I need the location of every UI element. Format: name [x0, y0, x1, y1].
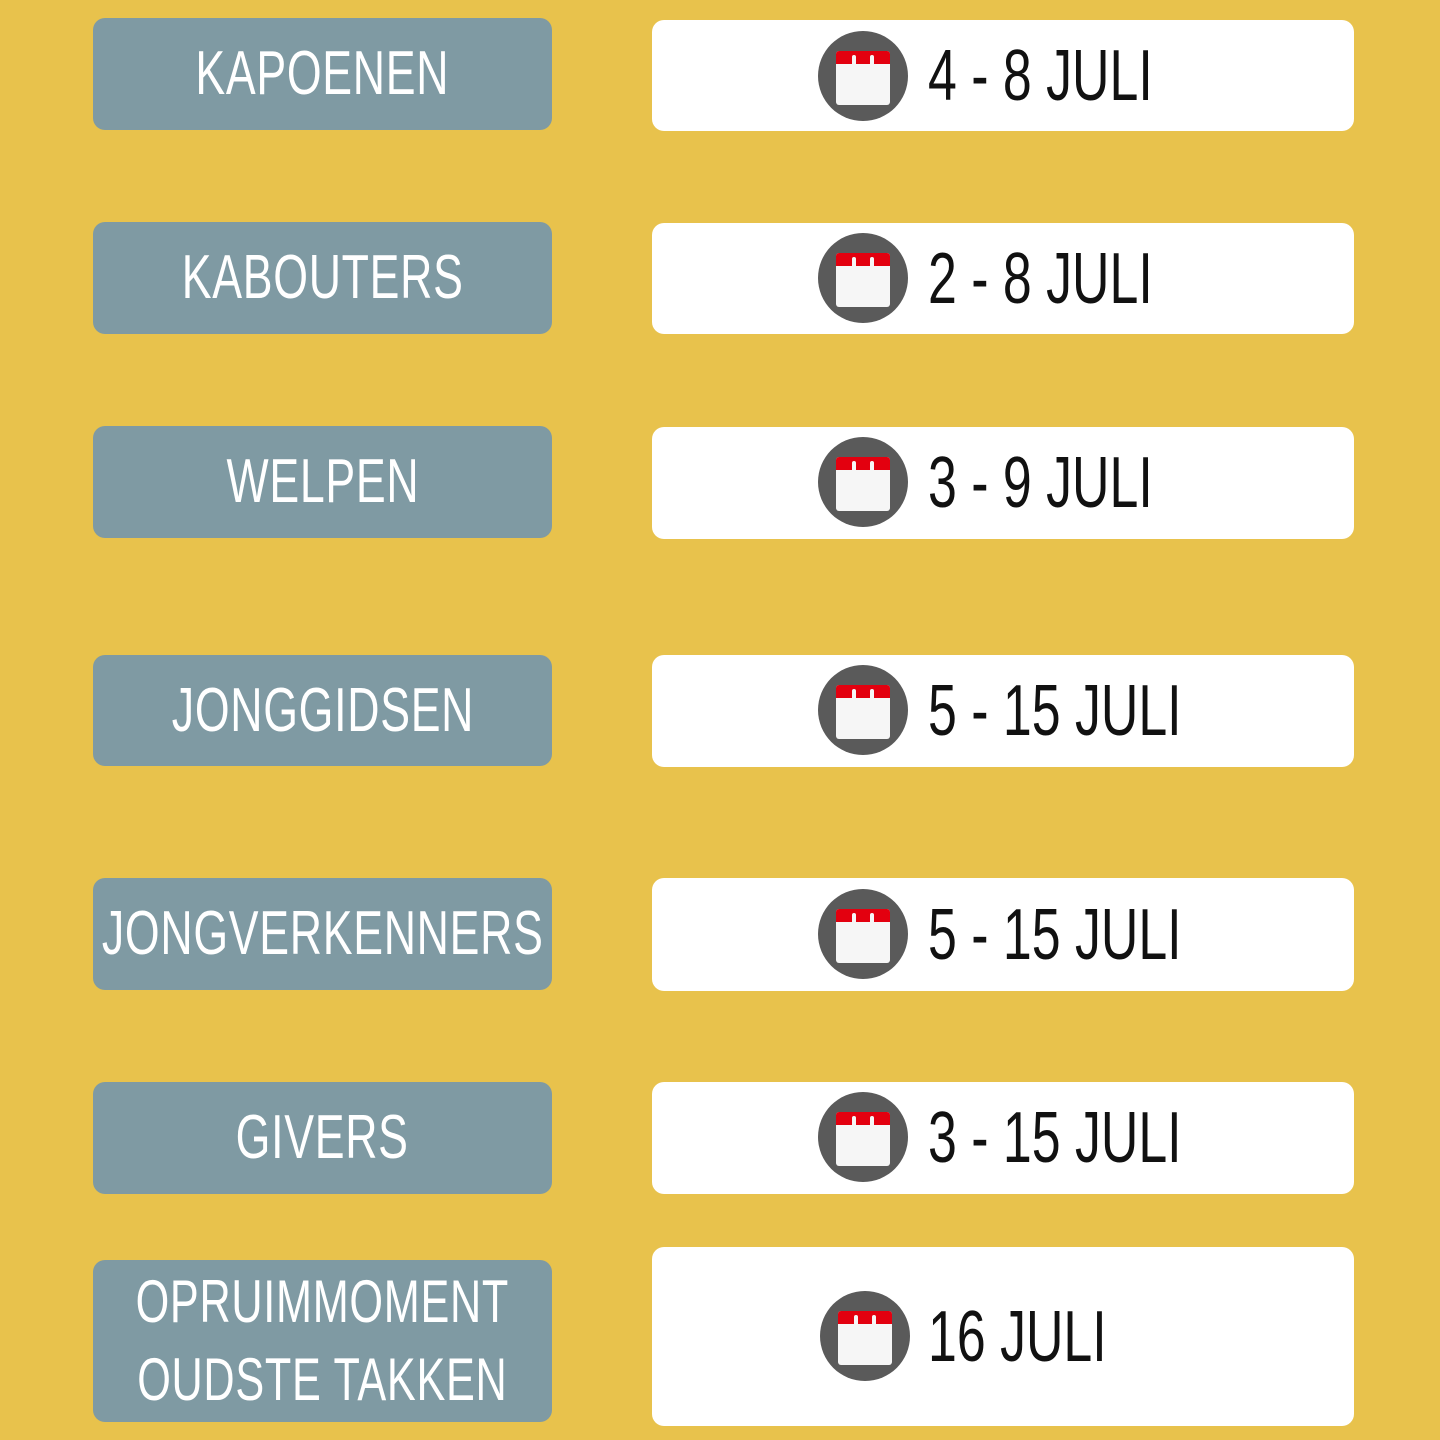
calendar-icon [818, 437, 908, 527]
group-label-kapoenen: KAPOENEN [93, 18, 552, 130]
group-name: OPRUIMMOMENT OUDSTE TAKKEN [135, 1268, 510, 1413]
calendar-icon [818, 31, 908, 121]
calendar-icon [820, 1291, 910, 1381]
date-box-kabouters: 2 - 8 JULI [652, 223, 1354, 334]
group-label-kabouters: KABOUTERS [93, 222, 552, 334]
group-label-opruimmoment: OPRUIMMOMENT OUDSTE TAKKEN [93, 1260, 552, 1422]
calendar-icon [818, 1092, 908, 1182]
date-box-givers: 3 - 15 JULI [652, 1082, 1354, 1194]
date-range: 3 - 9 JULI [928, 443, 1153, 523]
group-name: JONGVERKENNERS [101, 899, 544, 968]
date-range: 5 - 15 JULI [928, 671, 1182, 751]
group-label-welpen: WELPEN [93, 426, 552, 538]
group-name: WELPEN [226, 447, 419, 516]
calendar-icon [818, 665, 908, 755]
date-range: 3 - 15 JULI [928, 1098, 1182, 1178]
group-label-jonggidsen: JONGGIDSEN [93, 655, 552, 766]
date-range: 2 - 8 JULI [928, 238, 1153, 319]
date-range: 4 - 8 JULI [928, 35, 1153, 116]
group-label-jongverkenners: JONGVERKENNERS [93, 878, 552, 990]
date-range: 16 JULI [928, 1296, 1107, 1377]
date-range: 5 - 15 JULI [928, 894, 1182, 975]
date-box-jongverkenners: 5 - 15 JULI [652, 878, 1354, 991]
date-box-opruimmoment: 16 JULI [652, 1247, 1354, 1426]
group-label-givers: GIVERS [93, 1082, 552, 1194]
date-box-welpen: 3 - 9 JULI [652, 427, 1354, 539]
group-name: KABOUTERS [181, 243, 464, 312]
date-box-kapoenen: 4 - 8 JULI [652, 20, 1354, 131]
date-box-jonggidsen: 5 - 15 JULI [652, 655, 1354, 767]
group-name: KAPOENEN [195, 39, 450, 108]
group-name: JONGGIDSEN [171, 675, 474, 745]
calendar-icon [818, 889, 908, 979]
calendar-icon [818, 233, 908, 323]
group-name: GIVERS [235, 1103, 409, 1172]
